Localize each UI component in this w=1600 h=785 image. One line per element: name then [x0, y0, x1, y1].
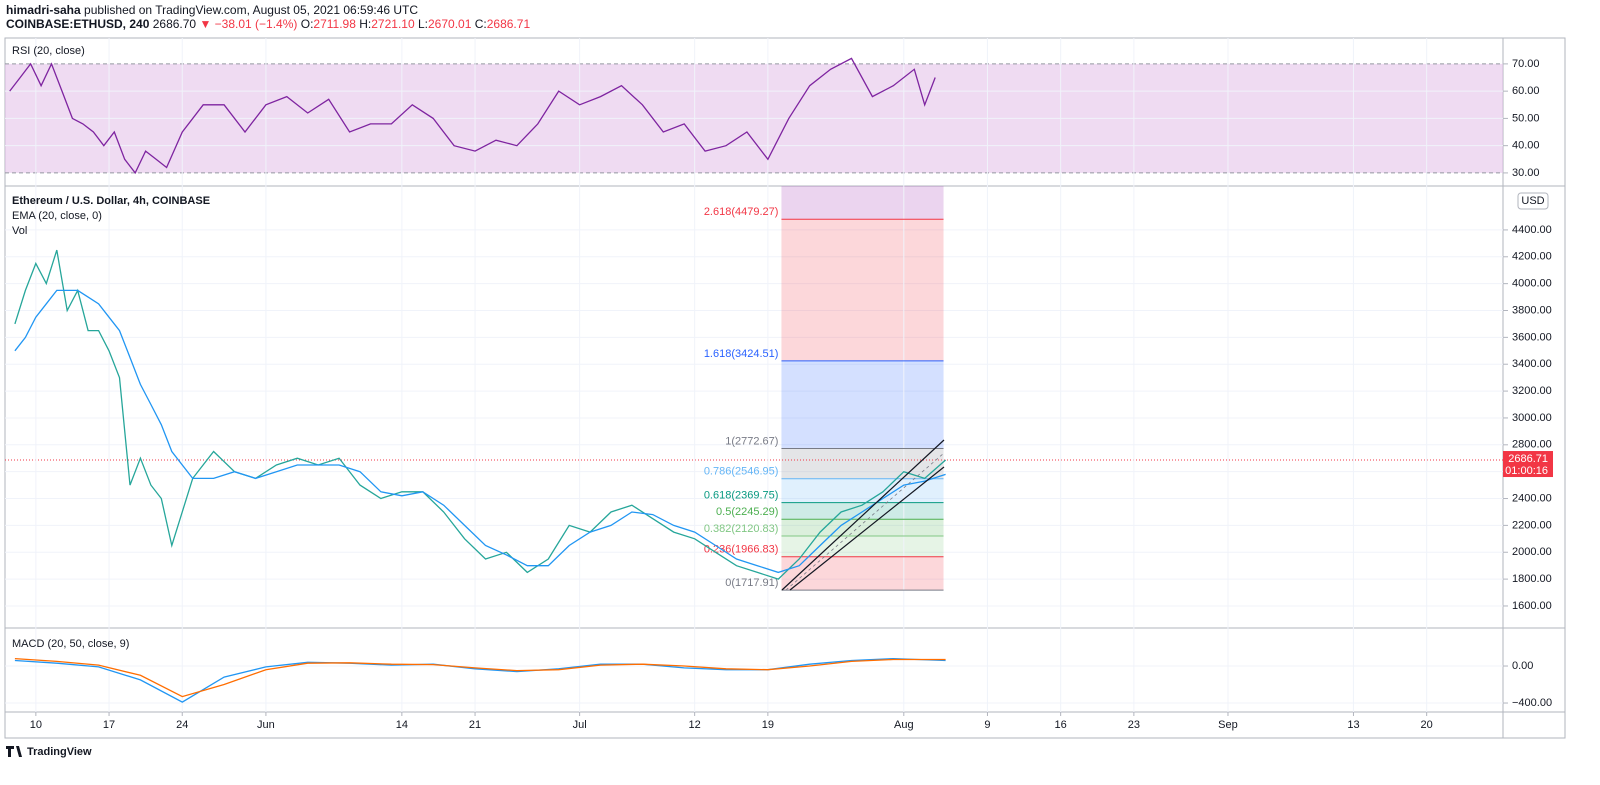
- fib-label: 0.618(2369.75): [704, 489, 779, 501]
- logo: TradingView: [6, 746, 92, 758]
- fib-zone: [781, 448, 944, 479]
- fib-label: 0(1717.91): [725, 577, 778, 589]
- fib-label: 1(2772.67): [725, 435, 778, 447]
- brand: TradingView: [27, 746, 92, 758]
- x-tick-label: 16: [1055, 719, 1067, 731]
- close: 2686.71: [487, 17, 531, 31]
- macd-title: MACD (20, 50, close, 9): [12, 638, 129, 650]
- fib-zone: [781, 556, 944, 591]
- author: himadri-saha: [6, 3, 81, 17]
- symbol: COINBASE:ETHUSD, 240: [6, 17, 150, 31]
- x-tick-label: 17: [103, 719, 115, 731]
- y-tick-label: 60.00: [1512, 85, 1540, 97]
- y-tick-label: 2000.00: [1512, 546, 1552, 558]
- publisher: himadri-saha published on TradingView.co…: [6, 3, 418, 17]
- x-tick-label: 23: [1128, 719, 1140, 731]
- vol-title: Vol: [12, 225, 27, 237]
- logo-mark: [6, 746, 22, 757]
- x-tick-label: 24: [176, 719, 188, 731]
- y-tick-label: 3600.00: [1512, 331, 1552, 343]
- fib-zone: [781, 519, 944, 537]
- open-key: O:: [301, 17, 314, 31]
- y-tick-label: 4400.00: [1512, 224, 1552, 236]
- fib-zone: [781, 219, 944, 361]
- y-tick-label: 40.00: [1512, 140, 1540, 152]
- x-tick-label: 12: [689, 719, 701, 731]
- x-tick-label: 10: [30, 719, 42, 731]
- channel-line: [789, 466, 945, 591]
- fib-label: 0.236(1966.83): [704, 544, 779, 556]
- x-tick-label: 19: [762, 719, 774, 731]
- x-tick-label: 13: [1347, 719, 1359, 731]
- rsi-title: RSI (20, close): [12, 45, 85, 57]
- y-tick-label: 3000.00: [1512, 412, 1552, 424]
- fib-zone: [781, 536, 944, 557]
- y-tick-label: 2800.00: [1512, 439, 1552, 451]
- y-tick-label: 1800.00: [1512, 573, 1552, 585]
- currency: USD: [1521, 195, 1544, 207]
- y-tick-label: 4200.00: [1512, 251, 1552, 263]
- channel-midline: [785, 452, 945, 591]
- countdown: 01:00:16: [1505, 465, 1548, 477]
- fib-zone: [781, 478, 944, 503]
- x-tick-label: Aug: [894, 719, 914, 731]
- fib-label: 0.5(2245.29): [716, 506, 778, 518]
- high-key: H:: [359, 17, 371, 31]
- last-price-label: 2686.71: [1508, 453, 1548, 465]
- currency-box: [1517, 192, 1549, 210]
- series-line: [9, 57, 936, 175]
- x-tick-label: 14: [396, 719, 408, 731]
- fib-zone: [781, 360, 944, 449]
- symbol-line: COINBASE:ETHUSD, 240 2686.70 ▼ −38.01 (−…: [6, 17, 530, 31]
- x-tick-label: 9: [984, 719, 990, 731]
- last-price-box: [1503, 451, 1553, 478]
- published: published on TradingView.com, August 05,…: [84, 3, 418, 17]
- y-tick-label: 50.00: [1512, 112, 1540, 124]
- y-tick-label: 3200.00: [1512, 385, 1552, 397]
- y-tick-label: 30.00: [1512, 167, 1540, 179]
- fib-label: 2.618(4479.27): [704, 206, 779, 218]
- fib-zone-top: [781, 186, 944, 220]
- open: 2711.98: [313, 17, 356, 31]
- x-tick-label: Jun: [257, 719, 275, 731]
- fib-label: 0.786(2546.95): [704, 466, 779, 478]
- x-tick-label: 20: [1421, 719, 1433, 731]
- high: 2721.10: [371, 17, 415, 31]
- series-line: [14, 657, 946, 703]
- series-line: [14, 249, 947, 580]
- frame: [4, 37, 1566, 739]
- close-key: C:: [475, 17, 487, 31]
- last-price: 2686.70: [153, 17, 197, 31]
- x-tick-label: Jul: [573, 719, 587, 731]
- y-tick-label: 4000.00: [1512, 278, 1552, 290]
- ema-title: EMA (20, close, 0): [12, 210, 102, 222]
- y-tick-label: 0.00: [1512, 660, 1533, 672]
- x-tick-label: Sep: [1218, 719, 1238, 731]
- change: ▼ −38.01 (−1.4%): [199, 17, 297, 31]
- y-tick-label: 1600.00: [1512, 600, 1552, 612]
- low: 2670.01: [428, 17, 472, 31]
- series-line: [14, 289, 946, 574]
- y-tick-label: 3800.00: [1512, 304, 1552, 316]
- fib-label: 1.618(3424.51): [704, 348, 779, 360]
- channel-line: [781, 439, 945, 591]
- x-tick-label: 21: [469, 719, 481, 731]
- series-line: [14, 657, 946, 698]
- y-tick-label: −400.00: [1512, 697, 1552, 709]
- background-layer: [5, 38, 1503, 712]
- foreground-layer: 30.00 40.00 50.00 60.00 70.00 1600.00 1800.00 2…: [9, 57, 1553, 731]
- y-tick-label: 3400.00: [1512, 358, 1552, 370]
- price-title: Ethereum / U.S. Dollar, 4h, COINBASE: [12, 195, 210, 207]
- low-key: L:: [418, 17, 428, 31]
- y-tick-label: 2200.00: [1512, 519, 1552, 531]
- y-tick-label: 2400.00: [1512, 492, 1552, 504]
- fib-label: 0.382(2120.83): [704, 523, 779, 535]
- y-tick-label: 70.00: [1512, 58, 1540, 70]
